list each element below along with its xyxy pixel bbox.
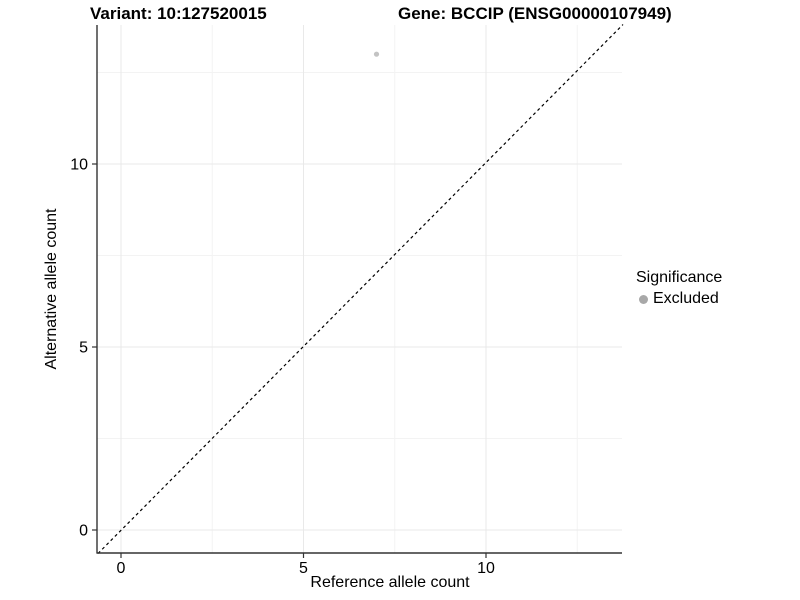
legend-key-dot-icon [639,294,648,304]
y-axis-title: Alternative allele count [43,208,60,370]
variant-title: Variant: 10:127520015 [90,4,267,23]
y-tick-label: 0 [79,523,88,540]
x-tick-label: 10 [477,560,495,577]
y-tick-label: 5 [79,340,88,357]
x-axis-title: Reference allele count [310,574,470,591]
legend-item-label: Excluded [653,290,719,307]
x-tick-label: 0 [117,560,126,577]
legend-item-excluded: Excluded [639,290,722,308]
data-point [373,51,380,57]
y-tick-label: 10 [70,157,88,174]
x-tick-label: 5 [299,560,308,577]
legend-title: Significance [636,269,723,286]
legend: Significance Excluded [636,268,722,308]
identity-reference-line [97,24,624,554]
gene-title: Gene: BCCIP (ENSG00000107949) [398,4,672,23]
